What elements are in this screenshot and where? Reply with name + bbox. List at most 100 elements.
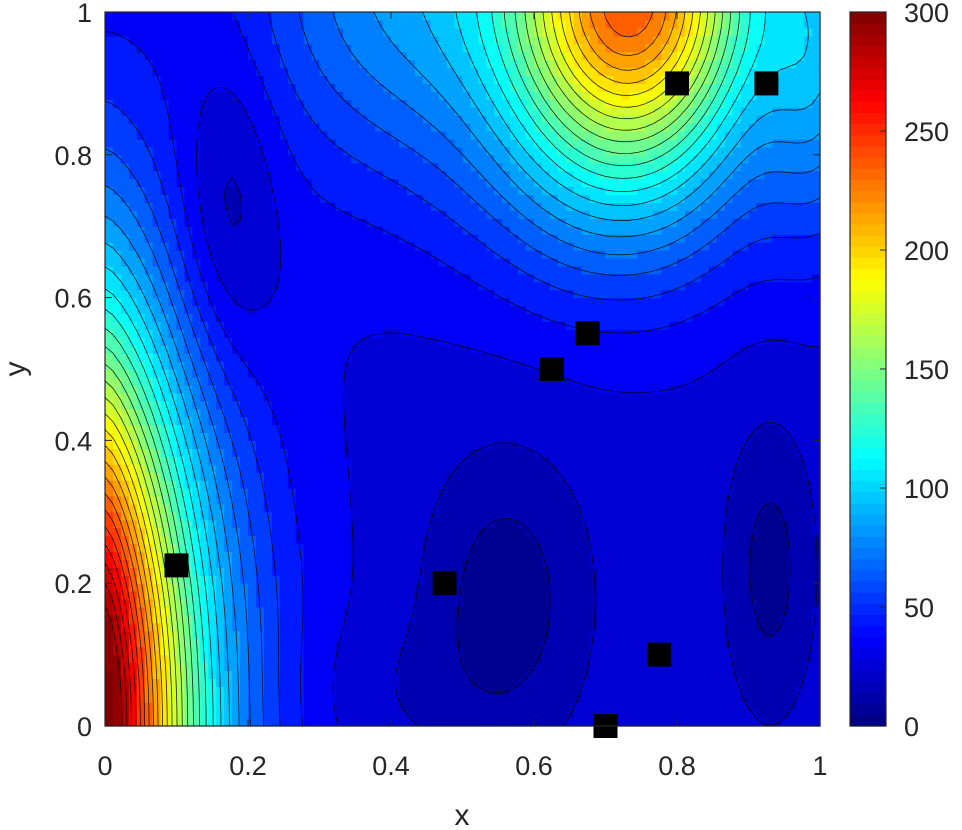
- contour-cell: [430, 353, 440, 362]
- contour-cell: [136, 710, 146, 719]
- contour-cell: [319, 432, 329, 441]
- contour-cell: [629, 527, 638, 537]
- contour-cell: [788, 297, 797, 307]
- contour-cell: [279, 400, 289, 410]
- contour-cell: [621, 353, 630, 362]
- contour-cell: [645, 464, 654, 473]
- contour-cell: [295, 392, 305, 402]
- contour-cell: [375, 440, 384, 449]
- contour-cell: [740, 313, 750, 322]
- contour-cell: [128, 416, 138, 426]
- contour-cell: [764, 551, 773, 560]
- contour-cell: [224, 289, 233, 299]
- contour-cell: [581, 718, 591, 727]
- contour-cell: [271, 305, 281, 315]
- contour-cell: [748, 718, 758, 727]
- contour-cell: [327, 527, 336, 537]
- contour-cell: [422, 329, 432, 338]
- contour-cell: [700, 511, 710, 521]
- contour-cell: [446, 710, 456, 719]
- contour-cell: [502, 519, 511, 529]
- contour-cell: [367, 488, 376, 497]
- contour-cell: [669, 575, 678, 584]
- contour-cell: [176, 281, 186, 291]
- contour-cell: [200, 630, 209, 640]
- contour-cell: [343, 614, 352, 624]
- contour-cell: [669, 464, 678, 473]
- contour-cell: [621, 630, 630, 640]
- contour-cell: [454, 654, 464, 664]
- contour-cell: [168, 702, 178, 711]
- contour-cell: [248, 694, 257, 703]
- contour-cell: [661, 567, 670, 576]
- contour-cell: [319, 527, 329, 537]
- contour-cell: [470, 543, 479, 553]
- contour-cell: [708, 678, 718, 687]
- contour-cell: [526, 289, 535, 299]
- contour-cell: [494, 543, 503, 553]
- contour-cell: [692, 408, 702, 418]
- contour-cell: [176, 440, 186, 449]
- contour-cell: [391, 361, 400, 370]
- contour-cell: [645, 567, 654, 576]
- contour-cell: [494, 424, 503, 434]
- contour-cell: [160, 424, 170, 434]
- contour-cell: [756, 472, 765, 481]
- contour-cell: [263, 376, 273, 386]
- contour-cell: [510, 369, 519, 378]
- contour-cell: [589, 607, 599, 616]
- contour-cell: [772, 424, 781, 434]
- contour-cell: [255, 488, 265, 497]
- contour-cell: [152, 591, 162, 600]
- contour-cell: [486, 662, 495, 672]
- contour-cell: [804, 519, 813, 529]
- contour-cell: [454, 694, 464, 703]
- contour-cell: [724, 511, 734, 521]
- contour-cell: [414, 313, 424, 322]
- contour-cell: [176, 337, 186, 346]
- contour-cell: [398, 630, 408, 640]
- contour-cell: [287, 503, 297, 513]
- contour-cell: [216, 440, 225, 449]
- contour-cell: [430, 400, 440, 410]
- contour-cell: [422, 305, 432, 315]
- contour-cell: [367, 614, 376, 624]
- contour-cell: [136, 297, 146, 307]
- contour-cell: [430, 702, 440, 711]
- contour-cell: [367, 543, 376, 553]
- contour-cell: [128, 710, 138, 719]
- contour-cell: [494, 670, 503, 679]
- contour-cell: [478, 337, 487, 346]
- contour-cell: [470, 305, 479, 315]
- contour-cell: [565, 543, 575, 553]
- contour-cell: [486, 503, 495, 513]
- contour-cell: [168, 495, 178, 505]
- contour-cell: [470, 448, 479, 457]
- contour-cell: [534, 535, 543, 545]
- contour-cell: [653, 337, 662, 346]
- contour-cell: [383, 583, 392, 592]
- contour-cell: [565, 630, 575, 640]
- contour-cell: [597, 456, 607, 465]
- contour-cell: [398, 456, 408, 465]
- contour-cell: [438, 400, 448, 410]
- contour-cell: [343, 551, 352, 560]
- contour-cell: [700, 622, 710, 632]
- contour-cell: [136, 376, 146, 386]
- contour-cell: [613, 424, 622, 434]
- contour-cell: [541, 591, 551, 600]
- contour-cell: [645, 678, 654, 687]
- contour-cell: [446, 654, 456, 664]
- contour-cell: [446, 416, 456, 426]
- contour-cell: [700, 591, 710, 600]
- contour-cell: [748, 591, 758, 600]
- contour-cell: [756, 535, 765, 545]
- contour-cell: [454, 686, 464, 695]
- contour-cell: [502, 527, 511, 537]
- contour-cell: [812, 662, 821, 672]
- contour-cell: [557, 559, 567, 568]
- contour-cell: [645, 551, 654, 560]
- contour-cell: [613, 416, 622, 426]
- contour-cell: [438, 535, 448, 545]
- contour-cell: [255, 448, 265, 457]
